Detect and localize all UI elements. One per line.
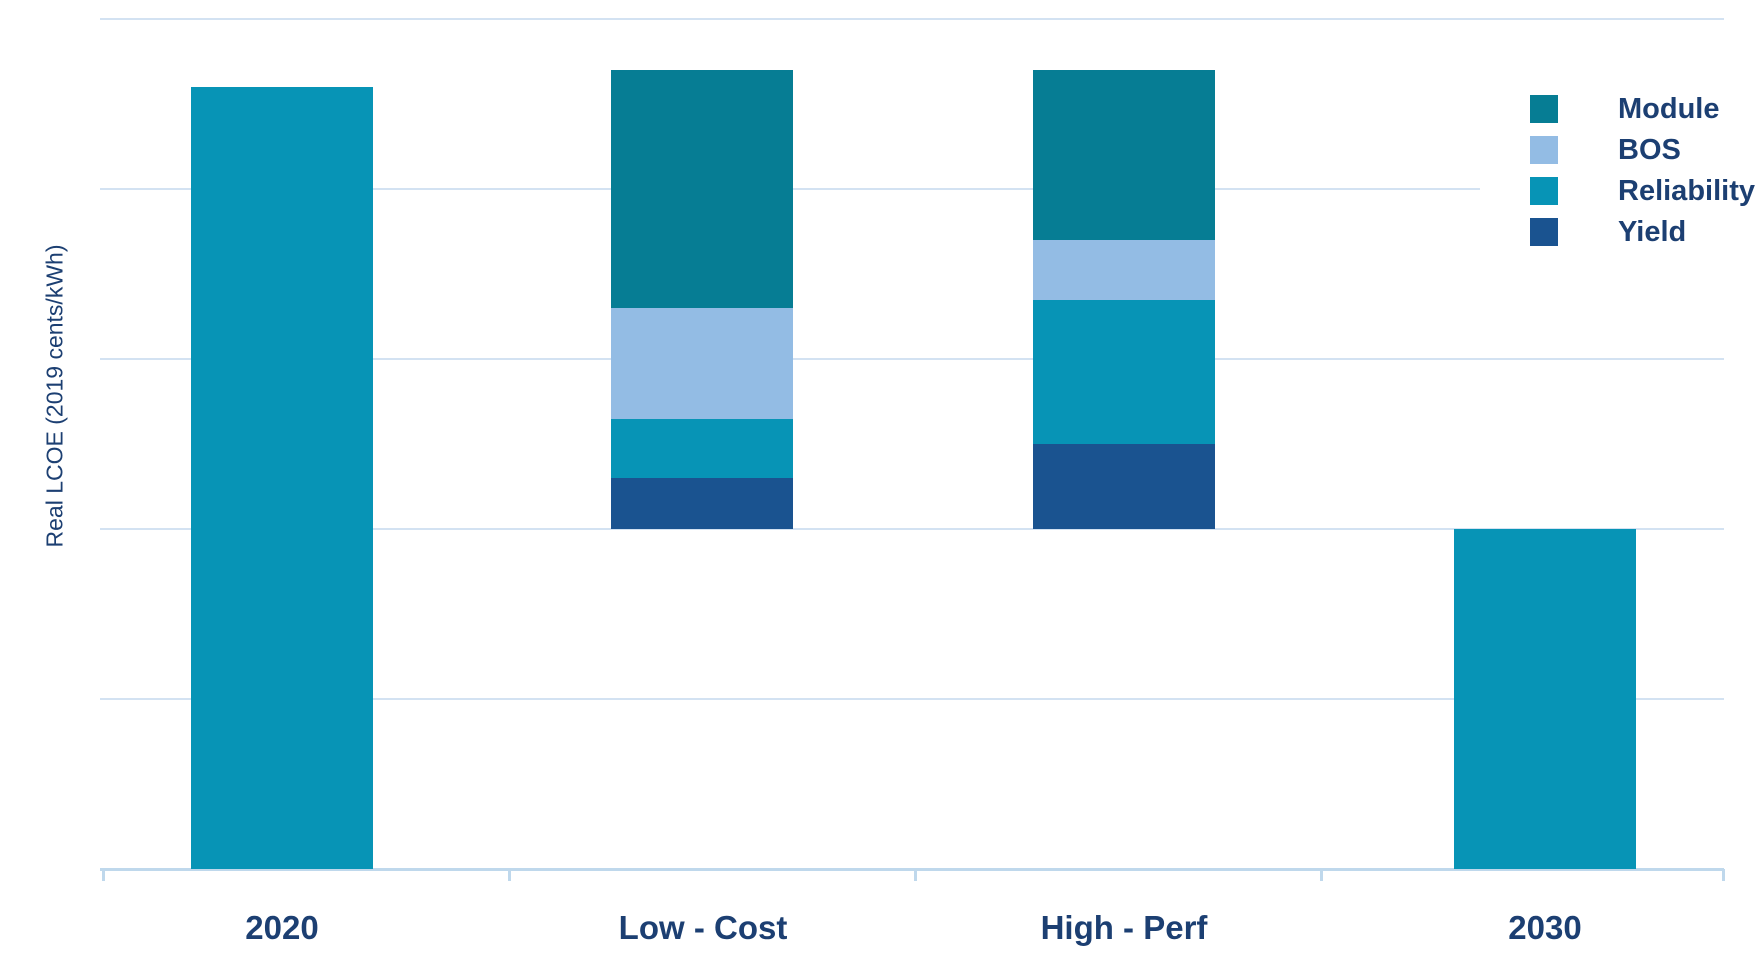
- legend-label-reliability: Reliability: [1618, 175, 1755, 207]
- x-axis-tick-3: [1320, 869, 1323, 881]
- gridline-3: [100, 358, 1724, 360]
- x-axis-label-2030: 2030: [1508, 909, 1582, 946]
- gridline-1: [100, 698, 1724, 700]
- x-axis-tick-2: [914, 869, 917, 881]
- legend-item-module: Module: [1530, 93, 1760, 125]
- bar-segment-yield: [611, 478, 793, 529]
- legend: Module BOS Reliability Yield: [1480, 85, 1760, 258]
- gridline-2: [100, 528, 1724, 530]
- y-axis-label: Real LCOE (2019 cents/kWh): [41, 244, 68, 548]
- legend-swatch-reliability: [1530, 177, 1558, 205]
- legend-label-bos: BOS: [1618, 134, 1681, 166]
- bar-segment-lcoe_2020: [191, 87, 373, 869]
- x-axis-label-low-cost: Low - Cost: [618, 909, 788, 946]
- bar-segment-module: [611, 70, 793, 308]
- bar-segment-yield: [1033, 444, 1215, 529]
- legend-label-yield: Yield: [1618, 216, 1687, 248]
- x-axis-line: [100, 868, 1724, 871]
- bar-segment-bos: [1033, 240, 1215, 300]
- x-axis-tick-4: [1722, 869, 1725, 881]
- bar-segment-lcoe_2030: [1454, 529, 1636, 869]
- x-axis-label-2020: 2020: [245, 909, 319, 946]
- x-axis-label-high-perf: High - Perf: [1040, 909, 1208, 946]
- legend-label-module: Module: [1618, 93, 1720, 125]
- x-axis-tick-1: [508, 869, 511, 881]
- legend-item-reliability: Reliability: [1530, 175, 1760, 207]
- legend-swatch-bos: [1530, 136, 1558, 164]
- gridline-5: [100, 18, 1724, 20]
- bar-segment-reliability: [611, 418, 793, 478]
- legend-swatch-yield: [1530, 218, 1558, 246]
- legend-swatch-module: [1530, 95, 1558, 123]
- gridline-4: [100, 188, 1724, 190]
- x-axis-tick-0: [102, 869, 105, 881]
- legend-item-yield: Yield: [1530, 216, 1760, 248]
- bar-segment-reliability: [1033, 299, 1215, 444]
- bar-segment-bos: [611, 308, 793, 419]
- legend-item-bos: BOS: [1530, 134, 1760, 166]
- bar-segment-module: [1033, 70, 1215, 240]
